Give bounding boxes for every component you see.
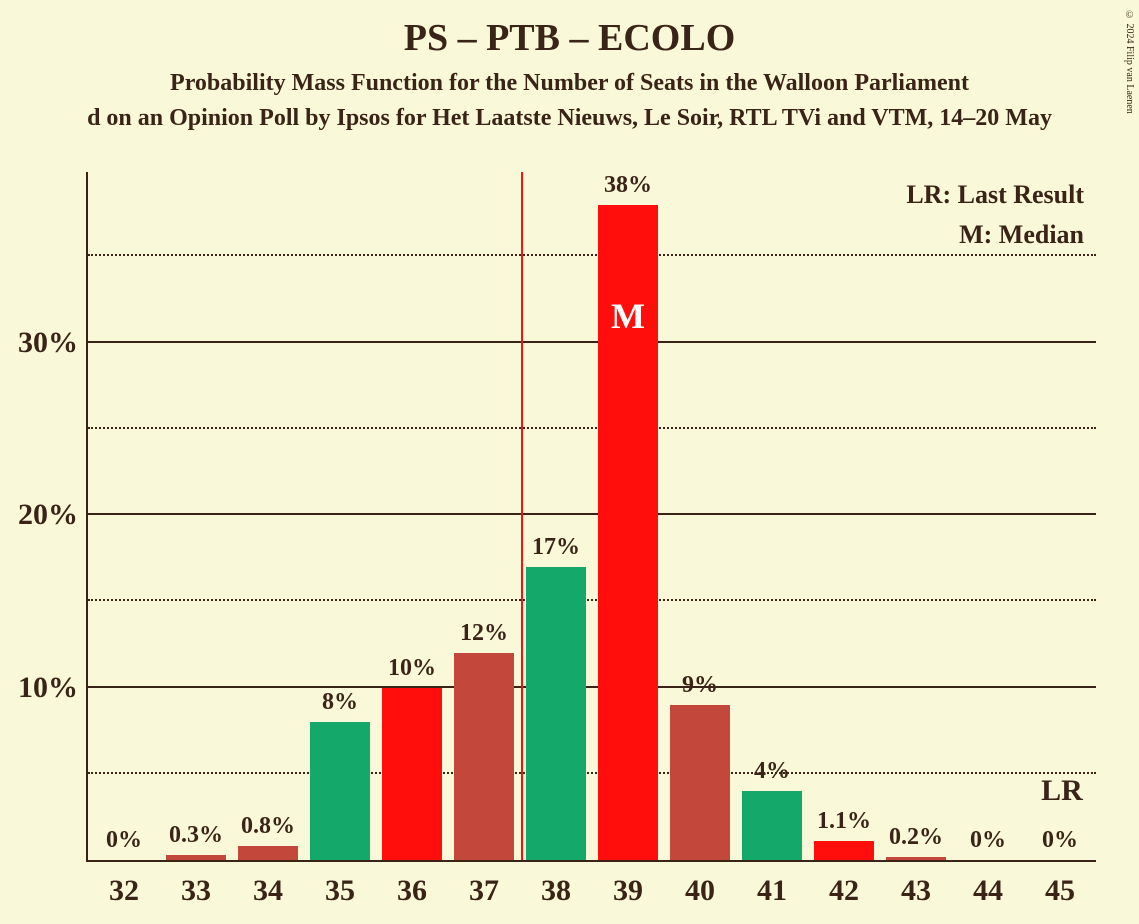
bar: 38%M bbox=[598, 205, 658, 861]
bar: 12% bbox=[454, 653, 514, 860]
bar-value-label: 1.1% bbox=[814, 808, 874, 835]
bar: 0.3% bbox=[166, 855, 226, 860]
x-axis-label: 38 bbox=[520, 874, 592, 908]
bar-slot: 38%M39 bbox=[592, 172, 664, 860]
bar-value-label: 8% bbox=[310, 689, 370, 716]
bar-value-label: 0.3% bbox=[166, 822, 226, 849]
bar: 1.1% bbox=[814, 841, 874, 860]
bar-slot: 4%41 bbox=[736, 172, 808, 860]
y-axis-label: 10% bbox=[18, 671, 78, 705]
bar-value-label: 0% bbox=[958, 827, 1018, 854]
x-axis-label: 39 bbox=[592, 874, 664, 908]
y-axis-label: 30% bbox=[18, 326, 78, 360]
bar: 8% bbox=[310, 722, 370, 860]
bar-value-label: 17% bbox=[526, 534, 586, 561]
bar: 9% bbox=[670, 705, 730, 860]
x-axis-label: 36 bbox=[376, 874, 448, 908]
bar-value-label: 0% bbox=[94, 827, 154, 854]
x-axis-label: 44 bbox=[952, 874, 1024, 908]
chart-subtitle-1: Probability Mass Function for the Number… bbox=[0, 70, 1139, 97]
x-axis-label: 42 bbox=[808, 874, 880, 908]
x-axis-label: 35 bbox=[304, 874, 376, 908]
bar-value-label: 9% bbox=[670, 672, 730, 699]
x-axis-label: 40 bbox=[664, 874, 736, 908]
bar-value-label: 38% bbox=[598, 172, 658, 199]
bar-slot: 8%35 bbox=[304, 172, 376, 860]
bar-value-label: 4% bbox=[742, 758, 802, 785]
plot-area: LR: Last Result M: Median 10%20%30% 0%32… bbox=[86, 172, 1096, 862]
bar-slot: 0%32 bbox=[88, 172, 160, 860]
bar-value-label: 0.8% bbox=[238, 813, 298, 840]
bar-slot: 0%44 bbox=[952, 172, 1024, 860]
bar: 4% bbox=[742, 791, 802, 860]
bar-value-label: 0.2% bbox=[886, 824, 946, 851]
bar-value-label: 12% bbox=[454, 620, 514, 647]
bar: 10% bbox=[382, 688, 442, 861]
title-block: PS – PTB – ECOLO Probability Mass Functi… bbox=[0, 0, 1139, 132]
y-axis-label: 20% bbox=[18, 498, 78, 532]
lr-marker: LR bbox=[1026, 774, 1098, 808]
chart-subtitle-2: d on an Opinion Poll by Ipsos for Het La… bbox=[0, 105, 1139, 132]
median-marker: M bbox=[598, 295, 658, 337]
bar-value-label: 0% bbox=[1030, 827, 1090, 854]
x-axis-label: 43 bbox=[880, 874, 952, 908]
x-axis-label: 34 bbox=[232, 874, 304, 908]
bar-slot: 0.2%43 bbox=[880, 172, 952, 860]
bar-slot: 0.8%34 bbox=[232, 172, 304, 860]
chart-area: LR: Last Result M: Median 10%20%30% 0%32… bbox=[86, 172, 1096, 862]
bar: 17% bbox=[526, 567, 586, 860]
bar: 0.2% bbox=[886, 857, 946, 860]
x-axis-label: 45 bbox=[1024, 874, 1096, 908]
bar-value-label: 10% bbox=[382, 655, 442, 682]
copyright-text: © 2024 Filip van Laenen bbox=[1124, 10, 1135, 114]
x-axis-label: 37 bbox=[448, 874, 520, 908]
bar-slot: 9%40 bbox=[664, 172, 736, 860]
bar-slot: 0.3%33 bbox=[160, 172, 232, 860]
bar-slot: 0%45 bbox=[1024, 172, 1096, 860]
bar-slot: 12%37 bbox=[448, 172, 520, 860]
x-axis-label: 32 bbox=[88, 874, 160, 908]
x-axis-label: 33 bbox=[160, 874, 232, 908]
bar-slot: 10%36 bbox=[376, 172, 448, 860]
bar-slot: 17%38 bbox=[520, 172, 592, 860]
x-axis-label: 41 bbox=[736, 874, 808, 908]
chart-title: PS – PTB – ECOLO bbox=[0, 16, 1139, 60]
bar-slot: 1.1%42 bbox=[808, 172, 880, 860]
bars-container: 0%320.3%330.8%348%3510%3612%3717%3838%M3… bbox=[88, 172, 1096, 860]
bar: 0.8% bbox=[238, 846, 298, 860]
